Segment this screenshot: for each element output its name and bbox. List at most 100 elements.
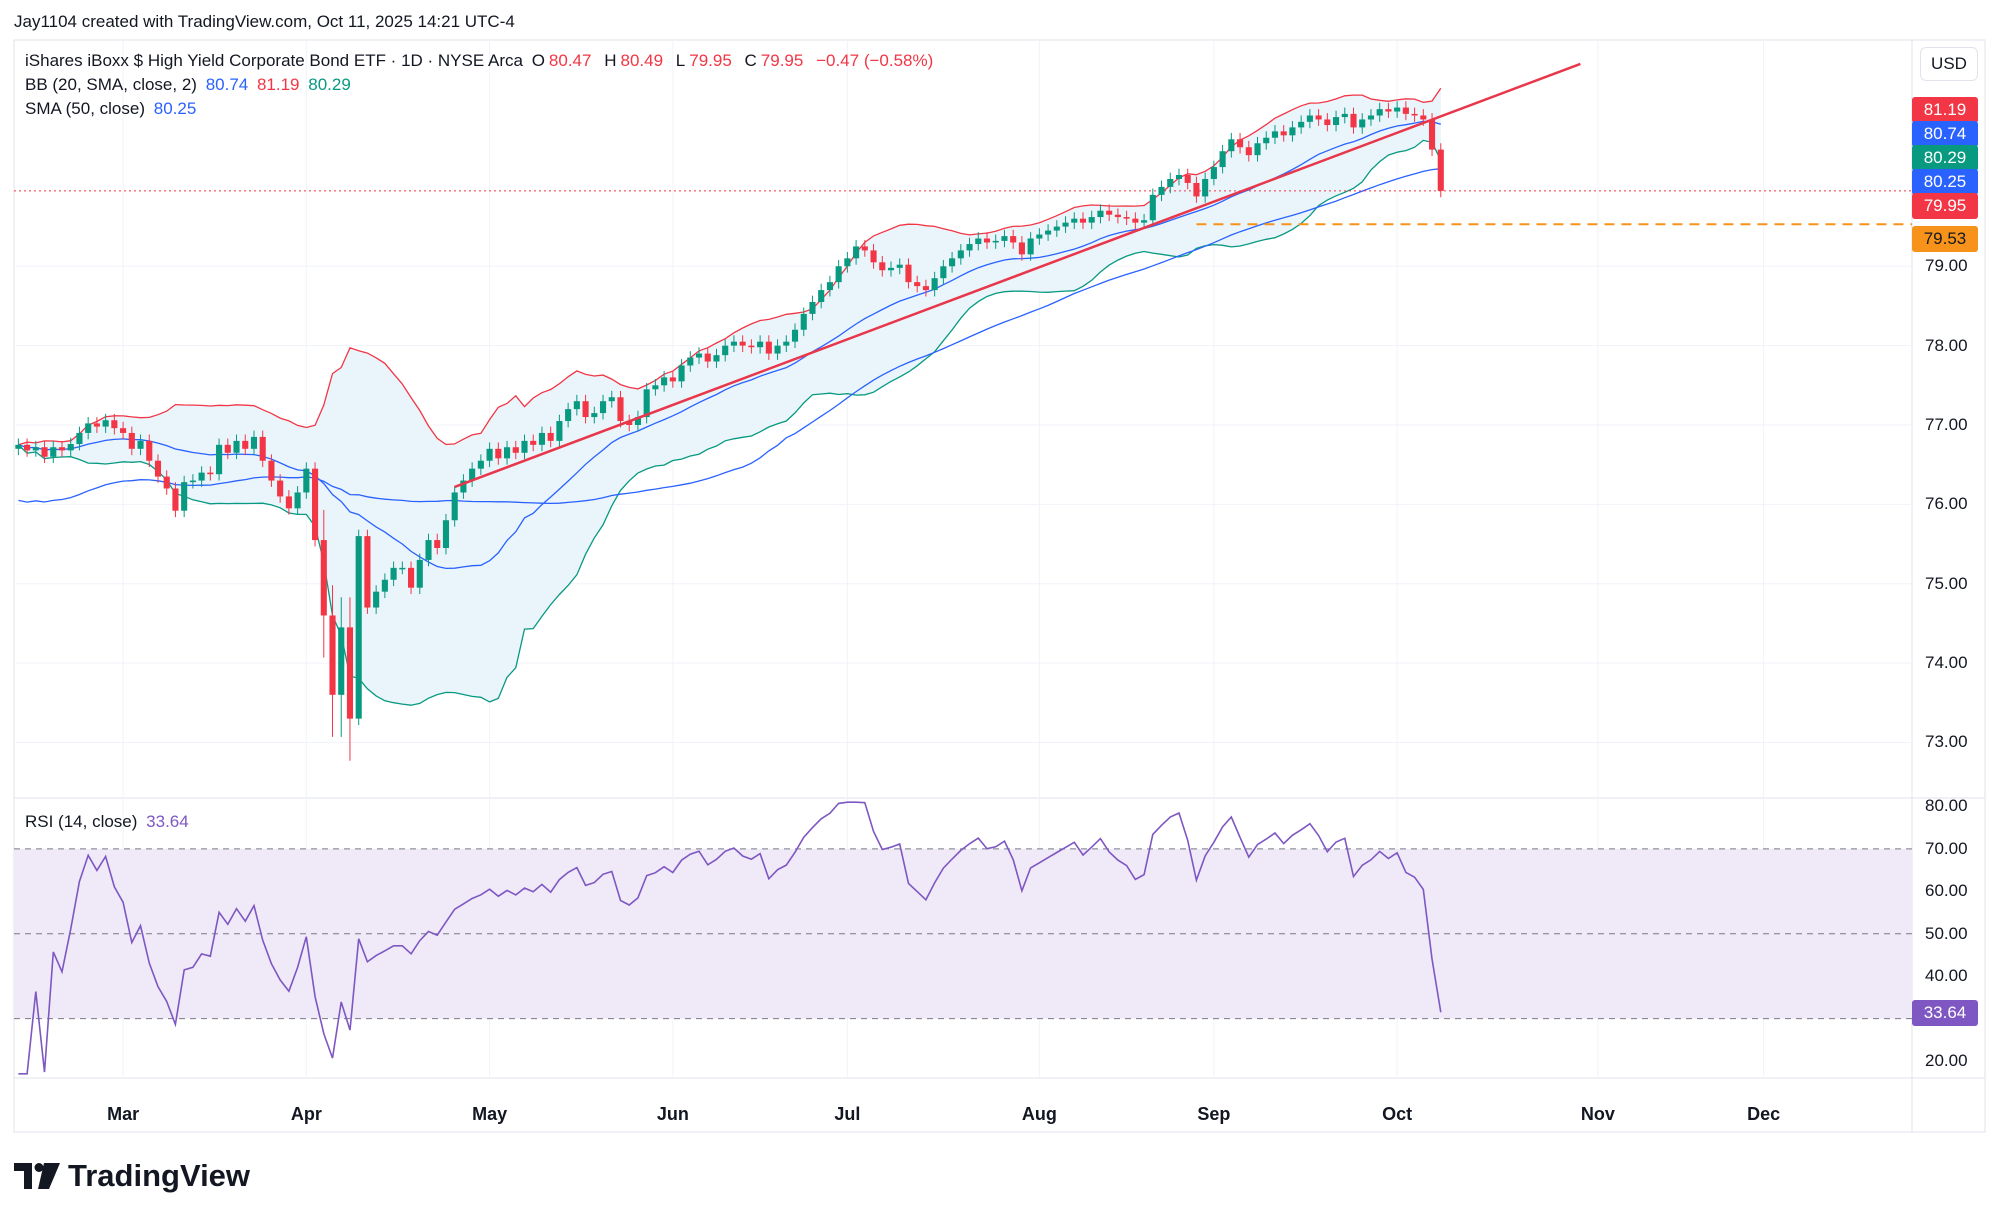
candle — [32, 440, 39, 457]
candle-body — [774, 345, 781, 354]
bb-legend[interactable]: BB (20, SMA, close, 2) 80.74 81.19 80.29 — [25, 75, 355, 95]
candle-body — [250, 436, 258, 449]
candle — [1158, 180, 1165, 202]
candle — [1106, 204, 1113, 222]
candle — [181, 475, 188, 518]
close-value: 79.95 — [760, 51, 804, 70]
trend-line — [454, 62, 1581, 489]
candle-body — [1167, 178, 1174, 187]
candle — [242, 434, 249, 456]
candle — [76, 426, 83, 451]
candle-body — [41, 447, 48, 457]
symbol-title[interactable]: iShares iBoxx $ High Yield Corporate Bon… — [25, 51, 523, 70]
month-label: Oct — [1382, 1104, 1413, 1124]
candle-body — [722, 345, 729, 356]
candle — [102, 413, 109, 433]
month-label: Sep — [1197, 1104, 1231, 1124]
candle — [957, 244, 964, 265]
candle-body — [242, 440, 249, 449]
candle — [992, 234, 999, 249]
candle — [1350, 107, 1357, 134]
candle — [503, 440, 511, 465]
candle — [626, 414, 633, 432]
candle — [285, 490, 292, 515]
candle — [93, 417, 100, 433]
candle-body — [652, 385, 659, 390]
candle — [704, 347, 711, 368]
candle — [1359, 113, 1366, 134]
candle-body — [32, 447, 39, 451]
candle-body — [451, 492, 458, 521]
candle-body — [1289, 127, 1296, 136]
candle-body — [407, 567, 415, 588]
candle — [547, 426, 554, 448]
candle — [931, 271, 938, 297]
candle-body — [1263, 137, 1270, 144]
rsi-line — [18, 801, 1442, 1075]
sma-legend[interactable]: SMA (50, close) 80.25 — [25, 99, 200, 119]
candle — [739, 335, 746, 352]
candle — [512, 440, 519, 460]
symbol-legend: iShares iBoxx $ High Yield Corporate Bon… — [25, 51, 937, 71]
rsi-tick-label: 70.00 — [1925, 838, 1968, 858]
candle-body — [538, 432, 546, 445]
candle — [1341, 107, 1348, 124]
candle — [1280, 125, 1287, 142]
candle — [224, 438, 231, 460]
candle-body — [1193, 182, 1200, 197]
candle-body — [320, 540, 327, 616]
change-value: −0.47 (−0.58%) — [816, 51, 934, 70]
candle — [905, 258, 912, 289]
candle — [1202, 172, 1209, 203]
candle-body — [399, 567, 406, 570]
candle — [1237, 132, 1244, 154]
low-value: 79.95 — [689, 51, 732, 70]
candle-body — [198, 472, 205, 481]
candle — [1079, 212, 1087, 229]
candle — [521, 434, 528, 460]
candle-body — [1036, 234, 1043, 239]
candle-body — [835, 266, 842, 283]
sma-price-label: 80.25 — [1912, 169, 1978, 195]
candle — [250, 430, 258, 456]
candle-body — [1210, 167, 1217, 179]
candle — [757, 335, 764, 354]
candle — [695, 347, 703, 364]
candle — [495, 442, 502, 465]
candle — [216, 438, 223, 481]
candle-body — [1237, 139, 1244, 148]
currency-button[interactable]: USD — [1920, 47, 1978, 81]
rsi-legend[interactable]: RSI (14, close) 33.64 — [25, 812, 193, 832]
candle — [154, 454, 162, 483]
candle-body — [582, 401, 589, 418]
candle-body — [1184, 175, 1191, 183]
candle-body — [224, 444, 231, 453]
candle-body — [469, 468, 476, 481]
candle — [835, 259, 842, 289]
rsi-tick-label: 60.00 — [1925, 881, 1968, 901]
candle-body — [259, 436, 266, 461]
candle-body — [826, 282, 833, 291]
tradingview-logo[interactable]: TradingView — [14, 1158, 250, 1194]
candle — [940, 259, 947, 285]
candle — [1437, 143, 1444, 198]
candle — [303, 462, 310, 499]
candle-body — [189, 480, 196, 483]
candle — [1175, 168, 1183, 186]
candle — [1141, 213, 1148, 229]
rsi-tick-label: 50.00 — [1925, 923, 1968, 943]
candle — [722, 339, 729, 362]
candle — [15, 438, 22, 456]
candle — [24, 438, 31, 457]
candle — [277, 474, 284, 503]
candle — [1132, 212, 1139, 229]
candle-body — [1341, 113, 1348, 118]
bb-fill — [18, 88, 1441, 706]
bb-basis-line — [18, 120, 1441, 570]
candle-body — [1306, 115, 1313, 122]
candle — [1376, 102, 1383, 122]
candle — [844, 251, 851, 273]
candle — [207, 466, 214, 481]
candle-body — [757, 341, 764, 348]
